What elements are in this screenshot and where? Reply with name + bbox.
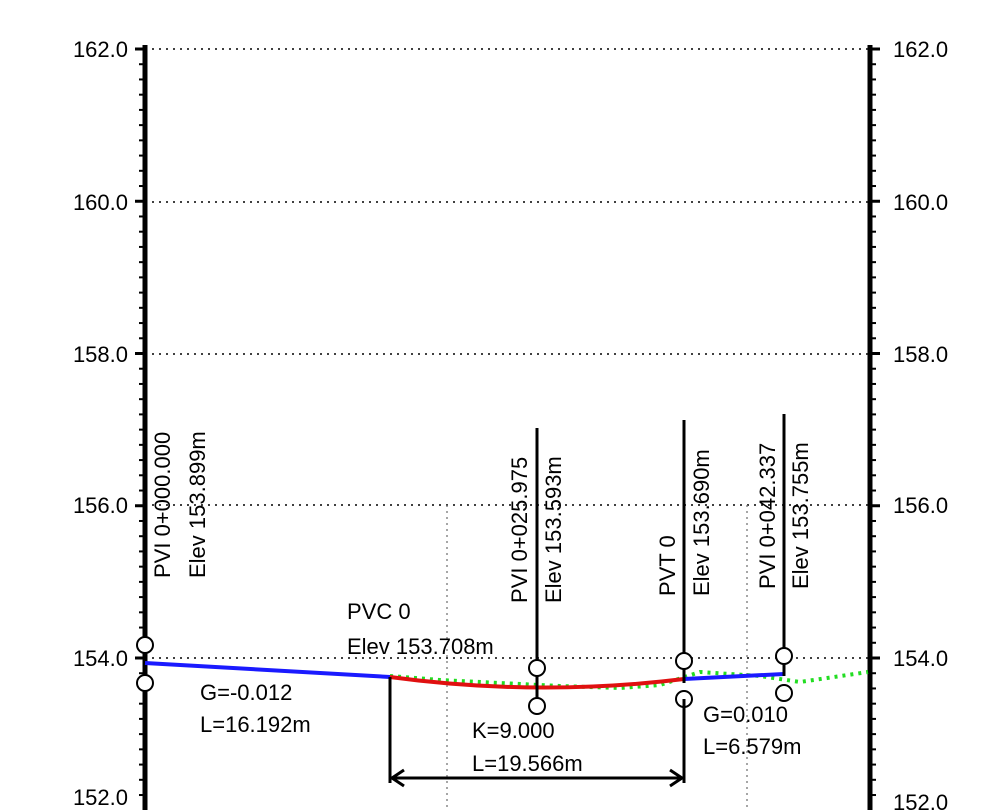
pvt-elevation: Elev 153.690m [689,449,714,596]
tick-label-left: 162.0 [73,37,128,62]
curve-length: L=19.566m [472,751,583,776]
tick-label-right: 154.0 [893,646,948,671]
tick-label-right: 162.0 [893,37,948,62]
pvi-marker [528,659,546,677]
pvi-1-station: PVI 0+000.000 [150,432,175,578]
pvi-1-elevation: Elev 153.899m [185,431,210,578]
tick-label-left: 160.0 [73,190,128,215]
pvi-marker [136,636,154,654]
curve-k-value: K=9.000 [472,718,555,743]
curve-length-dimension [388,677,686,788]
grid-lines [145,48,870,810]
tick-label-right: 152.0 [893,790,948,810]
pvi-marker [775,684,793,702]
rotated-station-labels: PVI 0+000.000 Elev 153.899m PVI 0+025.97… [150,431,813,603]
tick-label-left: 152.0 [73,785,128,810]
pvi-marker [136,674,154,692]
tangent-out-length: L=6.579m [703,734,801,759]
pvi-3-elevation: Elev 153.755m [788,442,813,589]
tick-label-right: 160.0 [893,190,948,215]
tick-label-left: 154.0 [73,646,128,671]
pvc-elevation: Elev 153.708m [347,634,494,659]
pvi-2-station: PVI 0+025.975 [507,457,532,603]
tick-label-left: 156.0 [73,493,128,518]
tick-label-right: 158.0 [893,342,948,367]
tangent-in-line [144,661,391,679]
right-tick-labels: 162.0 160.0 158.0 156.0 154.0 152.0 [893,37,948,810]
pvi-circles [136,636,793,715]
pvi-3-station: PVI 0+042.337 [755,443,780,589]
pvi-2-elevation: Elev 153.593m [541,456,566,603]
tangent-out-grade: G=0.010 [703,702,788,727]
pvc-label: PVC 0 [347,599,411,624]
pvt-label: PVT 0 [655,535,680,596]
pvi-marker [528,697,546,715]
tangent-in-length: L=16.192m [200,712,311,737]
tick-label-right: 156.0 [893,493,948,518]
station-markers [535,414,786,700]
pvi-marker [675,652,693,670]
pvi-marker [775,647,793,665]
existing-ground-line [389,669,869,691]
tangent-in-grade: G=-0.012 [200,680,292,705]
left-tick-labels: 162.0 160.0 158.0 156.0 154.0 152.0 [73,37,128,810]
left-elevation-axis [135,45,148,810]
tick-label-left: 158.0 [73,342,128,367]
tangent-out-line [683,672,785,681]
right-elevation-axis [867,45,880,810]
